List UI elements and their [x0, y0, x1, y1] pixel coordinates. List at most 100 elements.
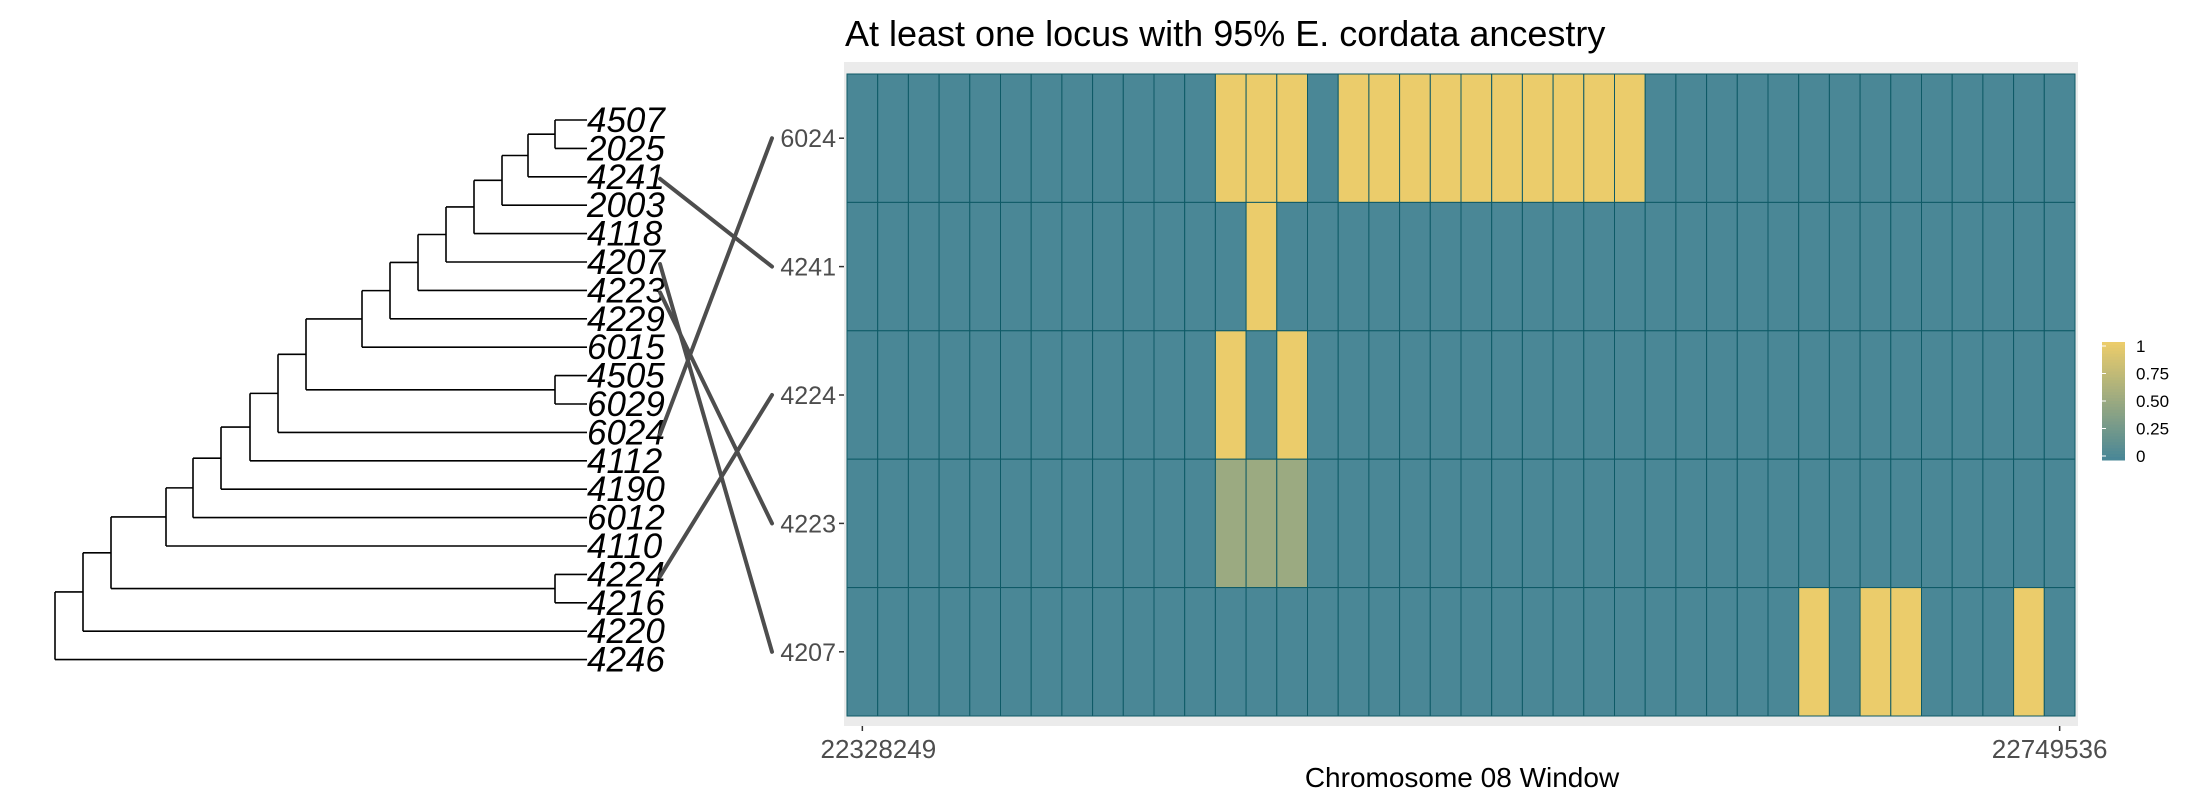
tree-leaf-label: 4190 [587, 470, 665, 509]
heatmap-cell [1491, 587, 1523, 717]
legend-gradient-step [2102, 433, 2125, 437]
heatmap-cell [2013, 201, 2045, 332]
tree-leaf-label: 4118 [587, 215, 663, 254]
heatmap-cell [1092, 201, 1124, 332]
heatmap-cell [1614, 587, 1646, 717]
heatmap-cell [1828, 458, 1861, 589]
legend-gradient-step [2102, 342, 2125, 346]
tree-leaf-label: 6024 [587, 413, 665, 452]
tree-leaf-label: 4229 [587, 300, 665, 339]
heatmap-cell [1030, 330, 1063, 460]
heatmap-cell [1859, 73, 1892, 203]
legend-gradient-step [2102, 424, 2125, 429]
legend-gradient-step [2102, 386, 2125, 390]
heatmap-cell [1982, 458, 2015, 589]
legend: 1 0.75 0.50 0.25 0 [2102, 337, 2169, 466]
heatmap-cell [1921, 458, 1953, 589]
heatmap-cell [1644, 201, 1677, 332]
dendrogram: 4507202542412003411842074223422960154505… [54, 101, 666, 680]
heatmap-cell [1061, 458, 1094, 589]
tree-leaf-label: 2025 [586, 129, 665, 168]
heatmap-cell [1521, 73, 1554, 203]
heatmap-cell [1030, 587, 1063, 717]
heatmap-cell [1092, 330, 1124, 460]
heatmap-cell [1337, 330, 1370, 460]
heatmap-cell [1030, 458, 1063, 589]
heatmap-cell [1951, 73, 1984, 203]
heatmap-cell [938, 330, 971, 460]
heatmap-cell [1153, 458, 1186, 589]
heatmap-cell [1368, 458, 1401, 589]
heatmap-cell [969, 201, 1001, 332]
heatmap-cell [1307, 73, 1339, 203]
tree-leaf-label: 6012 [587, 499, 665, 538]
heatmap-cell [1798, 201, 1830, 332]
heatmap-cell [2043, 587, 2076, 717]
heatmap-cell [907, 201, 940, 332]
tree-leaf-label: 4112 [587, 442, 662, 481]
heatmap-cell [1368, 201, 1401, 332]
heatmap-cell [1214, 73, 1247, 203]
heatmap-cell [877, 458, 909, 589]
chart-title: At least one locus with 95% E. cordata a… [845, 13, 1605, 54]
heatmap-cell [1184, 587, 1216, 717]
heatmap-cell [2043, 73, 2076, 203]
heatmap-cell [1644, 587, 1677, 717]
heatmap-cell [1951, 458, 1984, 589]
heatmap-cell [1583, 201, 1616, 332]
heatmap-cell [1307, 587, 1339, 717]
legend-gradient-step [2102, 389, 2125, 393]
heatmap-cell [1736, 201, 1769, 332]
heatmap-cell [1276, 73, 1309, 203]
heatmap-cell [1000, 330, 1032, 460]
heatmap-cell [1368, 587, 1401, 717]
heatmap-cell [1245, 330, 1278, 460]
heatmap-cell [1583, 587, 1616, 717]
heatmap-cell [1122, 587, 1155, 717]
heatmap-cell [1644, 330, 1677, 460]
legend-gradient-step [2102, 362, 2125, 367]
heatmap-cell [877, 330, 909, 460]
heatmap-cell [1307, 330, 1339, 460]
heatmap-cell [1491, 201, 1523, 332]
heatmap-cell [1000, 73, 1032, 203]
legend-gradient-step [2102, 392, 2125, 396]
heatmap-cell [1337, 73, 1370, 203]
heatmap-cell [1706, 458, 1738, 589]
legend-gradient-step [2102, 350, 2125, 355]
heatmap-cell [1429, 73, 1462, 203]
heatmap-cell [1429, 330, 1462, 460]
heatmap-cell [1337, 201, 1370, 332]
legend-gradient-step [2102, 347, 2125, 352]
heatmap-cell [1767, 73, 1800, 203]
tree-leaf-label: 4241 [587, 158, 665, 197]
heatmap-cell [1736, 73, 1769, 203]
heatmap-cell [1951, 330, 1984, 460]
y-tick-label: 4207 [780, 639, 836, 667]
legend-gradient-step [2102, 377, 2125, 381]
heatmap-cell [1307, 458, 1339, 589]
leaf-connector [658, 262, 774, 654]
heatmap-cell [2013, 330, 2045, 460]
heatmap-cell [1460, 330, 1493, 460]
heatmap-cell [1399, 73, 1431, 203]
heatmap-cell [1429, 201, 1462, 332]
heatmap-cell [1061, 201, 1094, 332]
heatmap-cell [1583, 458, 1616, 589]
heatmap-cell [1030, 201, 1063, 332]
heatmap-cell [1767, 330, 1800, 460]
heatmap-cell [1706, 587, 1738, 717]
tree-leaf-label: 4216 [587, 584, 665, 623]
tree-leaf-label: 4246 [587, 641, 665, 680]
legend-gradient-step [2102, 356, 2125, 361]
heatmap-cell [1153, 201, 1186, 332]
heatmap-cell [877, 73, 909, 203]
heatmap-cell [1798, 458, 1830, 589]
tree-leaf-label: 4507 [587, 101, 666, 140]
heatmap-cell [1245, 201, 1278, 332]
heatmap-cell [1706, 73, 1738, 203]
legend-gradient-step [2102, 359, 2125, 364]
heatmap-cell [1890, 458, 1923, 589]
heatmap-cell [2043, 330, 2076, 460]
